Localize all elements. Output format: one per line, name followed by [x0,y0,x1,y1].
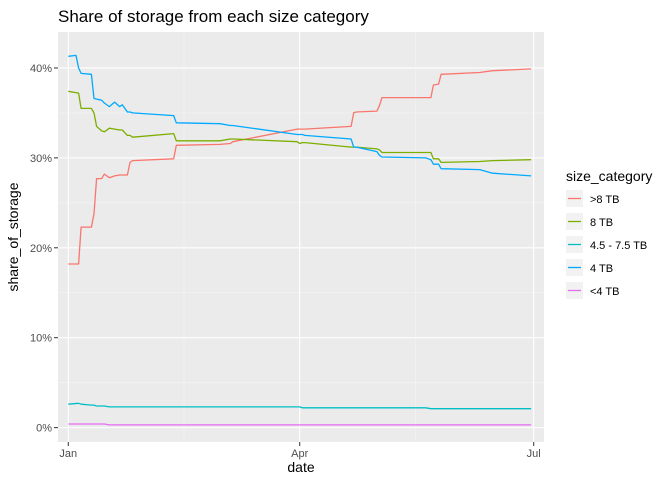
series-line-1 [68,90,532,164]
series-line-2 [68,402,532,410]
chart-title: Share of storage from each size category [58,7,369,26]
x-tick-label: Jan [59,448,77,460]
y-tick-label: 10% [30,333,52,345]
series-line-0 [68,68,532,265]
x-tick-label: Jul [527,448,541,460]
y-axis: 0% 10% 20% 30% 40% [30,63,58,435]
legend: size_category >8 TB 8 TB 4.5 - 7.5 TB 4 TB <… [566,168,652,299]
x-axis-title: date [287,459,314,475]
x-tick-label: Apr [291,448,308,460]
y-axis-title: share_of_storage [5,182,21,291]
grid-lines [58,32,544,442]
series-line-3 [68,54,532,177]
legend-label: >8 TB [590,194,619,206]
legend-label: <4 TB [590,286,619,298]
series-line-4 [68,423,532,426]
x-axis: Jan Apr Jul [59,442,541,460]
y-tick-label: 30% [30,153,52,165]
legend-label: 4.5 - 7.5 TB [590,240,647,252]
y-tick-label: 0% [36,423,52,435]
y-tick-label: 40% [30,63,52,75]
y-tick-label: 20% [30,243,52,255]
legend-title: size_category [566,168,652,184]
plot-panel [58,32,544,442]
series-lines [68,54,532,426]
legend-label: 8 TB [590,217,613,229]
legend-label: 4 TB [590,263,613,275]
